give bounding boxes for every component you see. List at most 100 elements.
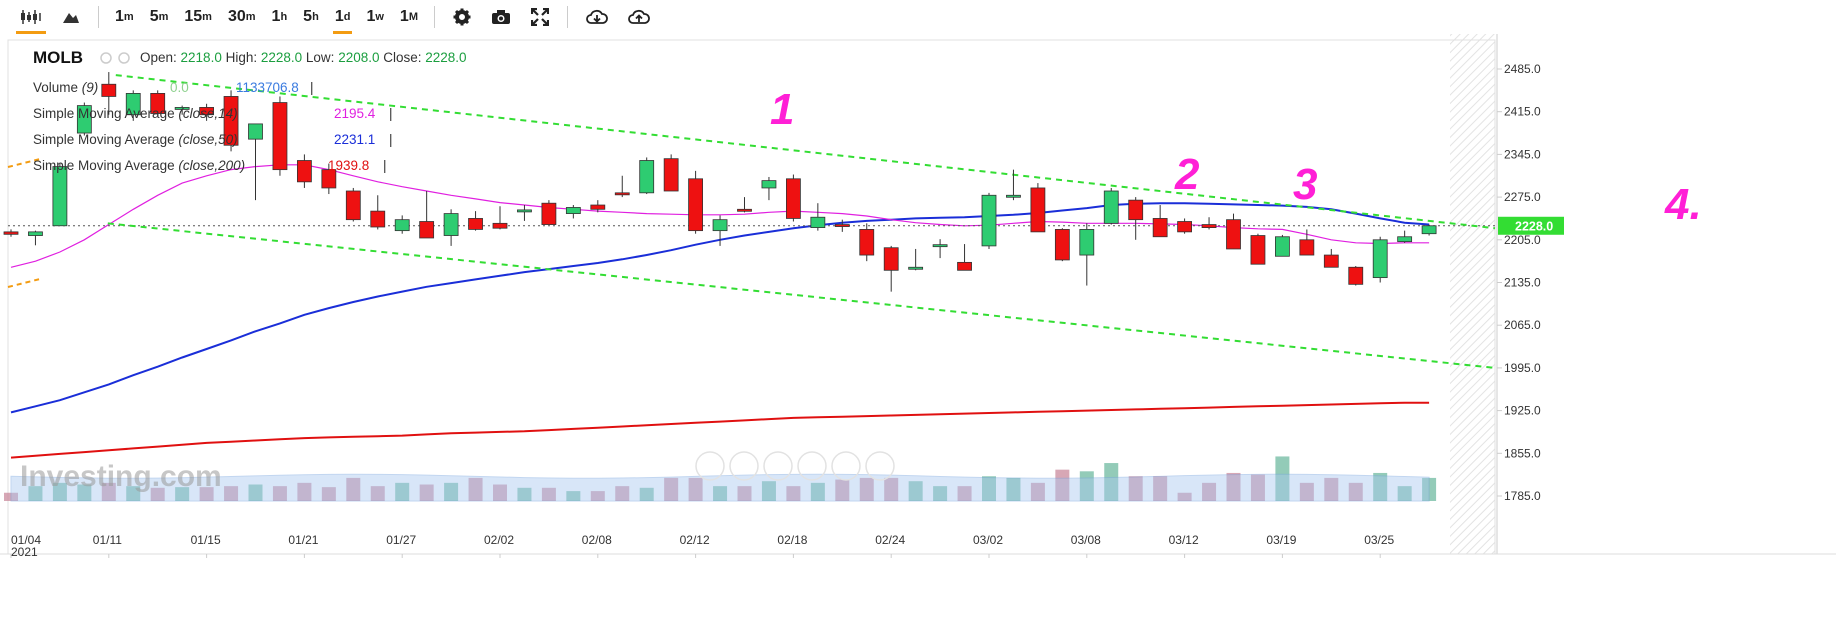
candle bbox=[1054, 228, 1070, 262]
candle-body bbox=[1152, 218, 1168, 238]
candle-body bbox=[1421, 225, 1437, 235]
volume-bar bbox=[884, 477, 899, 501]
candles-chart-button[interactable] bbox=[10, 0, 52, 34]
x-tick-label: 02/18 bbox=[777, 533, 807, 547]
volume-bar bbox=[28, 486, 43, 501]
gear-button[interactable] bbox=[443, 0, 481, 34]
candle bbox=[541, 200, 557, 225]
last-price-badge-label: 2228.0 bbox=[1515, 219, 1553, 233]
y-tick-label: 1995.0 bbox=[1504, 361, 1541, 375]
ohlc-label: Open: bbox=[140, 50, 181, 65]
interval-number: 5 bbox=[303, 8, 313, 25]
x-tick-label: 02/24 bbox=[875, 533, 905, 547]
candle bbox=[76, 102, 92, 136]
upload-button[interactable] bbox=[618, 0, 660, 34]
candle-body bbox=[174, 107, 190, 110]
interval-15m-button[interactable]: 15 m bbox=[176, 0, 220, 34]
upload-icon bbox=[628, 9, 650, 24]
volume-bar bbox=[1104, 463, 1119, 501]
investing-watermark: Investing.com bbox=[20, 460, 222, 493]
camera-icon bbox=[492, 10, 510, 24]
mountain-chart-button[interactable] bbox=[52, 0, 90, 34]
volume-bar bbox=[493, 484, 507, 501]
x-tick-label: 01/21 bbox=[288, 533, 318, 547]
ohlc-value: 2228.0 bbox=[425, 50, 466, 65]
interval-unit: h bbox=[280, 11, 288, 23]
chart-toolbar: 1 m 5 m 15 m 30 m 1 h 5 h 1 d 1 w 1 M bbox=[0, 0, 1836, 34]
candle-body bbox=[517, 209, 532, 213]
chart-area[interactable]: Investing.com 1785.0 1855.0 1925.0 1995.0 20… bbox=[0, 34, 1836, 628]
candle-body bbox=[737, 208, 752, 212]
candle-body bbox=[932, 244, 948, 248]
volume-bar bbox=[908, 481, 923, 501]
year-label: 2021 bbox=[11, 545, 38, 559]
candle bbox=[223, 90, 239, 152]
candle-body bbox=[1299, 239, 1315, 256]
y-tick-label: 2485.0 bbox=[1504, 62, 1541, 76]
candle-body bbox=[468, 218, 483, 230]
future-area bbox=[1450, 34, 1495, 554]
candle-body bbox=[394, 219, 410, 232]
candle bbox=[614, 175, 630, 198]
candle-body bbox=[1103, 190, 1119, 224]
interval-unit: m bbox=[123, 11, 134, 23]
annotation-4: 4. bbox=[1664, 180, 1702, 229]
candle bbox=[468, 211, 483, 231]
price-chart[interactable]: Investing.com 1785.01855.01925.01995.020… bbox=[0, 34, 1836, 628]
lower-trendline bbox=[107, 222, 1496, 369]
toolbar-divider bbox=[434, 6, 435, 28]
download-button[interactable] bbox=[576, 0, 618, 34]
candle bbox=[1226, 213, 1241, 250]
interval-unit: M bbox=[408, 11, 418, 23]
left-stub-upper bbox=[7, 158, 41, 168]
volume-bar bbox=[957, 486, 972, 501]
candle bbox=[786, 174, 801, 222]
volume-bar bbox=[370, 486, 385, 501]
interval-unit: m bbox=[245, 11, 256, 23]
upper-trendline bbox=[115, 74, 1496, 230]
candle bbox=[639, 157, 655, 195]
sma-legend-1: Simple Moving Average (close,50) bbox=[33, 132, 238, 147]
zoom-control-icon bbox=[729, 451, 759, 481]
camera-button[interactable] bbox=[481, 0, 521, 34]
fullscreen-button[interactable] bbox=[521, 0, 559, 34]
candle bbox=[394, 215, 410, 234]
candle bbox=[3, 229, 19, 237]
x-tick-label: 02/08 bbox=[582, 533, 612, 547]
interval-number: 1 bbox=[399, 8, 409, 25]
volume-bar bbox=[590, 491, 605, 501]
candle-body bbox=[3, 231, 19, 235]
volume-bar bbox=[346, 477, 361, 501]
volume-bar bbox=[175, 487, 190, 501]
volume-bar bbox=[1299, 482, 1314, 501]
candle bbox=[296, 154, 312, 188]
sma-14-line bbox=[10, 164, 1430, 268]
volume-bar bbox=[810, 482, 825, 501]
x-tick-label: 02/02 bbox=[484, 533, 514, 547]
candle bbox=[272, 96, 288, 176]
fullscreen-icon bbox=[531, 8, 549, 26]
candle-body bbox=[1275, 236, 1290, 257]
candle-body bbox=[1128, 199, 1144, 221]
volume-bar bbox=[395, 482, 410, 501]
ohlc-label: High: bbox=[226, 50, 261, 65]
candle bbox=[1103, 187, 1119, 225]
candle-body bbox=[1054, 229, 1070, 261]
legend-separator: | bbox=[383, 158, 387, 173]
volume-bar bbox=[517, 487, 532, 501]
candle bbox=[1006, 169, 1021, 201]
volume-bar bbox=[639, 487, 654, 501]
volume-legend: Volume (9) bbox=[33, 80, 98, 95]
mountain-chart-icon bbox=[63, 13, 79, 23]
left-stub-lower bbox=[7, 278, 41, 288]
volume-bar bbox=[1128, 476, 1143, 501]
candle-body bbox=[76, 105, 92, 134]
interval-30m-button[interactable]: 30 m bbox=[220, 0, 264, 34]
